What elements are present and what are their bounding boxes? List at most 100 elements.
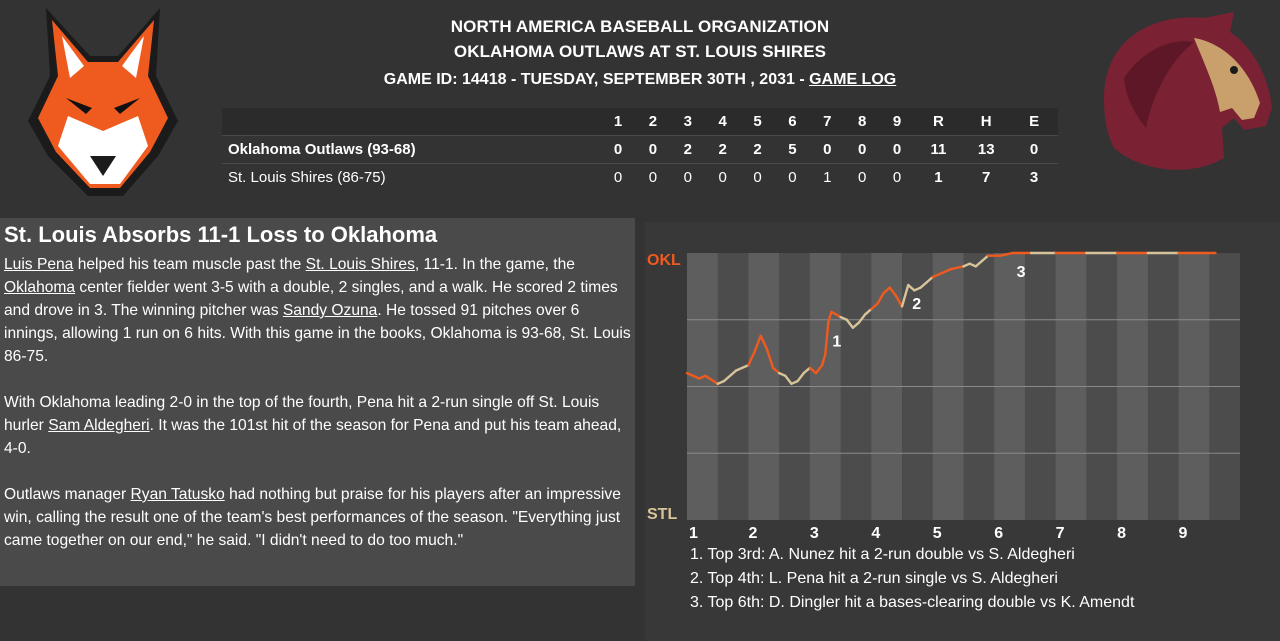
wp-line-segment — [876, 291, 885, 305]
recap-link[interactable]: Oklahoma — [4, 279, 76, 296]
linescore-cell: 0 — [740, 162, 775, 191]
chart-note: 3. Top 6th: D. Dingler hit a bases-clear… — [690, 594, 1135, 611]
wp-line-segment — [685, 371, 701, 380]
wp-line-segment — [919, 281, 928, 289]
linescore-cell: 0 — [879, 162, 915, 191]
linescore-header-cell: E — [1010, 108, 1058, 135]
wp-line-segment — [830, 310, 842, 319]
recap-paragraph-1: Luis Pena helped his team muscle past th… — [4, 256, 631, 365]
linescore-cell: 2 — [740, 134, 775, 163]
wp-line-segment — [771, 366, 781, 375]
wp-line-segment — [808, 366, 818, 375]
okl-label: OKL — [647, 252, 681, 269]
linescore-header-cell: 6 — [774, 108, 810, 135]
game-log-link[interactable]: GAME LOG — [809, 71, 897, 88]
linescore-cell: 5 — [774, 134, 810, 163]
wp-line-segment — [722, 369, 738, 383]
stl-label: STL — [647, 506, 677, 523]
linescore-cell: 0 — [809, 134, 845, 163]
inning-tick-label: 3 — [810, 525, 819, 542]
inning-tick-label: 7 — [1056, 525, 1065, 542]
win-probability-plot: OKL STL 1 2 3 1 2 3 4 5 6 7 8 9 — [647, 251, 1240, 542]
linescore-header-cell: R — [914, 108, 963, 135]
wp-line-segment — [814, 363, 824, 375]
wp-line-segment — [827, 310, 833, 324]
linescore-cell: 0 — [774, 162, 810, 191]
linescore-cell: 0 — [600, 134, 636, 163]
linescore-header-cell: 1 — [600, 108, 636, 135]
linescore-cell: 0 — [705, 162, 741, 191]
recap-link[interactable]: Sam Aldegheri — [48, 417, 150, 434]
wp-line-segment — [845, 318, 855, 329]
linescore-row-away: Oklahoma Outlaws (93-68) 0 0 2 2 2 5 0 0… — [222, 134, 1058, 163]
linescore-cell: 2 — [670, 134, 706, 163]
wp-line-segment — [907, 283, 916, 292]
linescore-cell: 1 — [809, 162, 845, 191]
recap-paragraph-2: With Oklahoma leading 2-0 in the top of … — [4, 394, 622, 457]
event-marker: 2 — [912, 296, 921, 313]
wp-line-segment — [870, 302, 879, 311]
wp-line-segment — [931, 270, 947, 279]
wp-line-segment — [753, 334, 762, 353]
inning-tick-label: 8 — [1117, 525, 1126, 542]
wp-line-segment — [894, 294, 904, 308]
linescore-cell: 0 — [600, 162, 636, 191]
wp-line-segment — [851, 321, 861, 329]
linescore-header-cell: 9 — [879, 108, 915, 135]
recap-link[interactable]: Ryan Tatusko — [130, 486, 225, 503]
linescore-hits: 13 — [962, 134, 1011, 163]
recap-paragraph-3: Outlaws manager Ryan Tatusko had nothing… — [4, 486, 621, 549]
team-name-away: Oklahoma Outlaws (93-68) — [222, 134, 601, 163]
wp-line-segment — [820, 353, 827, 367]
game-id-line: GAME ID: 14418 - TUESDAY, SEPTEMBER 30TH… — [300, 71, 980, 89]
wp-line-segment — [759, 334, 769, 351]
recap-link[interactable]: St. Louis Shires — [305, 256, 415, 273]
recap-link[interactable]: Luis Pena — [4, 256, 74, 273]
inning-tick-label: 6 — [994, 525, 1003, 542]
horse-logo — [1104, 12, 1272, 170]
wp-line-segment — [925, 275, 934, 284]
event-marker: 1 — [832, 333, 841, 350]
game-recap: St. Louis Absorbs 11-1 Loss to Oklahoma … — [0, 218, 635, 586]
wp-line-segment — [999, 251, 1014, 257]
linescore-header-team — [222, 108, 601, 135]
linescore-header-cell: H — [962, 108, 1011, 135]
linescore-header-cell: 3 — [670, 108, 706, 135]
linescore-cell: 0 — [635, 134, 671, 163]
linescore-cell: 0 — [844, 162, 880, 191]
inning-tick-label: 4 — [871, 525, 880, 542]
linescore-header-cell: 5 — [740, 108, 775, 135]
event-marker: 3 — [1017, 264, 1026, 281]
game-id-text: GAME ID: 14418 - TUESDAY, SEPTEMBER 30TH… — [383, 71, 810, 88]
wp-line-segment — [882, 286, 891, 295]
wp-line-segment — [747, 350, 756, 367]
wp-line-segment — [863, 307, 873, 316]
linescore-cell: 0 — [879, 134, 915, 163]
linescore-cell: 0 — [670, 162, 706, 191]
inning-tick-label: 5 — [933, 525, 942, 542]
win-probability-chart: OKL STL 1 2 3 1 2 3 4 5 6 7 8 9 1. Top 3rd: A. Nunez … — [645, 222, 1280, 641]
linescore-hits: 7 — [962, 162, 1011, 191]
wp-line-segment — [802, 366, 812, 375]
team-name-home: St. Louis Shires (86-75) — [222, 162, 601, 191]
inning-tick-label: 9 — [1179, 525, 1188, 542]
wp-line-segment — [796, 371, 805, 383]
linescore-table: 1 2 3 4 5 6 7 8 9 R H E Oklahoma Outlaws… — [222, 108, 1058, 191]
chart-note: 1. Top 3rd: A. Nunez hit a 2-run double … — [690, 546, 1075, 563]
wp-line-segment — [824, 321, 830, 356]
linescore-errors: 0 — [1010, 134, 1058, 163]
linescore-errors: 3 — [1010, 162, 1058, 191]
linescore-header-cell: 7 — [809, 108, 845, 135]
inning-tick-label: 1 — [689, 525, 698, 542]
wp-line-segment — [784, 374, 793, 386]
wp-line-segment — [734, 363, 750, 372]
recap-link[interactable]: Sandy Ozuna — [282, 302, 378, 319]
linescore-header-row: 1 2 3 4 5 6 7 8 9 R H E — [222, 108, 1058, 135]
wp-line-segment — [980, 254, 990, 263]
chart-note: 2. Top 4th: L. Pena hit a 2-run single v… — [690, 570, 1058, 587]
linescore-runs: 11 — [914, 134, 963, 163]
organization-title: NORTH AMERICA BASEBALL ORGANIZATION — [450, 17, 830, 36]
chart-notes: 1. Top 3rd: A. Nunez hit a 2-run double … — [690, 543, 1134, 615]
recap-headline: St. Louis Absorbs 11-1 Loss to Oklahoma — [4, 222, 438, 247]
inning-tick-label: 2 — [748, 525, 757, 542]
